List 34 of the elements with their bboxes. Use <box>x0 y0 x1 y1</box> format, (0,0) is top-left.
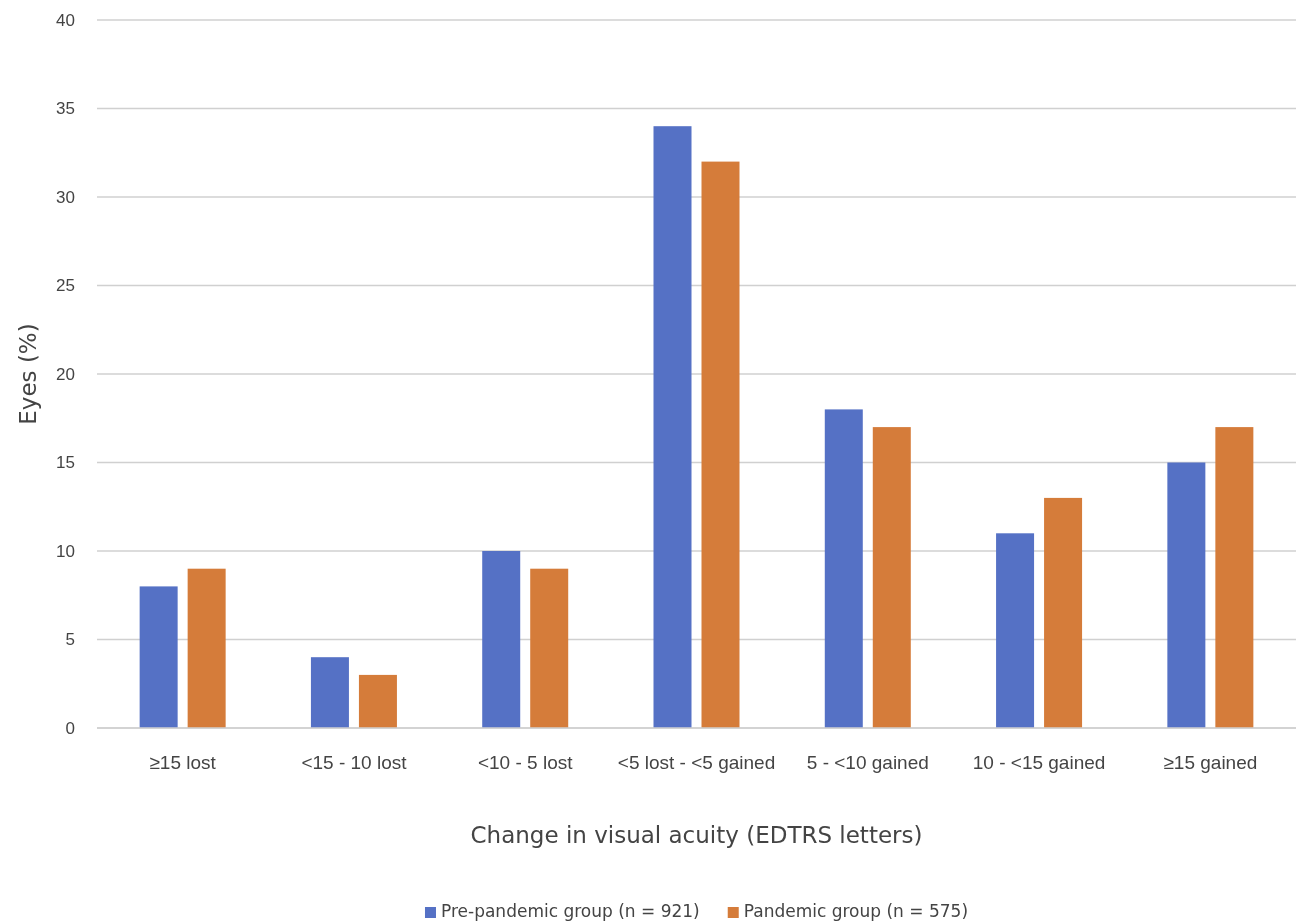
bar <box>358 674 397 728</box>
y-tick-label: 10 <box>56 541 75 561</box>
bar <box>1215 427 1254 728</box>
y-tick-label: 40 <box>56 10 75 30</box>
y-tick-label: 30 <box>56 187 75 207</box>
x-tick-label: 10 - <15 gained <box>972 752 1106 774</box>
x-axis-title: Change in visual acuity (EDTRS letters) <box>470 822 923 848</box>
legend-label: Pre-pandemic group (n = 921) <box>440 901 700 921</box>
bar <box>482 551 521 728</box>
x-tick-label: ≥15 lost <box>149 752 217 774</box>
y-tick-label: 35 <box>56 99 75 119</box>
bar <box>824 409 863 728</box>
bar <box>701 161 740 728</box>
bar <box>187 568 226 728</box>
bar <box>310 657 349 728</box>
y-tick-label: 20 <box>56 364 75 384</box>
bar <box>653 126 692 728</box>
y-tick-label: 0 <box>65 718 75 738</box>
x-tick-label: ≥15 gained <box>1163 752 1258 774</box>
x-tick-label: <5 lost - <5 gained <box>617 752 776 774</box>
bar <box>1167 462 1206 728</box>
x-tick-label: <10 - 5 lost <box>477 752 574 774</box>
bar <box>872 427 911 728</box>
x-tick-label: <15 - 10 lost <box>301 752 408 774</box>
x-tick-label: 5 - <10 gained <box>806 752 929 774</box>
y-tick-label: 5 <box>65 630 75 650</box>
bar <box>530 568 569 728</box>
bar <box>139 586 178 728</box>
bar <box>1044 497 1083 728</box>
legend-label: Pandemic group (n = 575) <box>743 901 969 921</box>
y-tick-label: 25 <box>56 276 75 296</box>
y-axis-title: Eyes (%) <box>15 323 41 425</box>
bar <box>996 533 1035 728</box>
y-tick-label: 15 <box>56 453 75 473</box>
